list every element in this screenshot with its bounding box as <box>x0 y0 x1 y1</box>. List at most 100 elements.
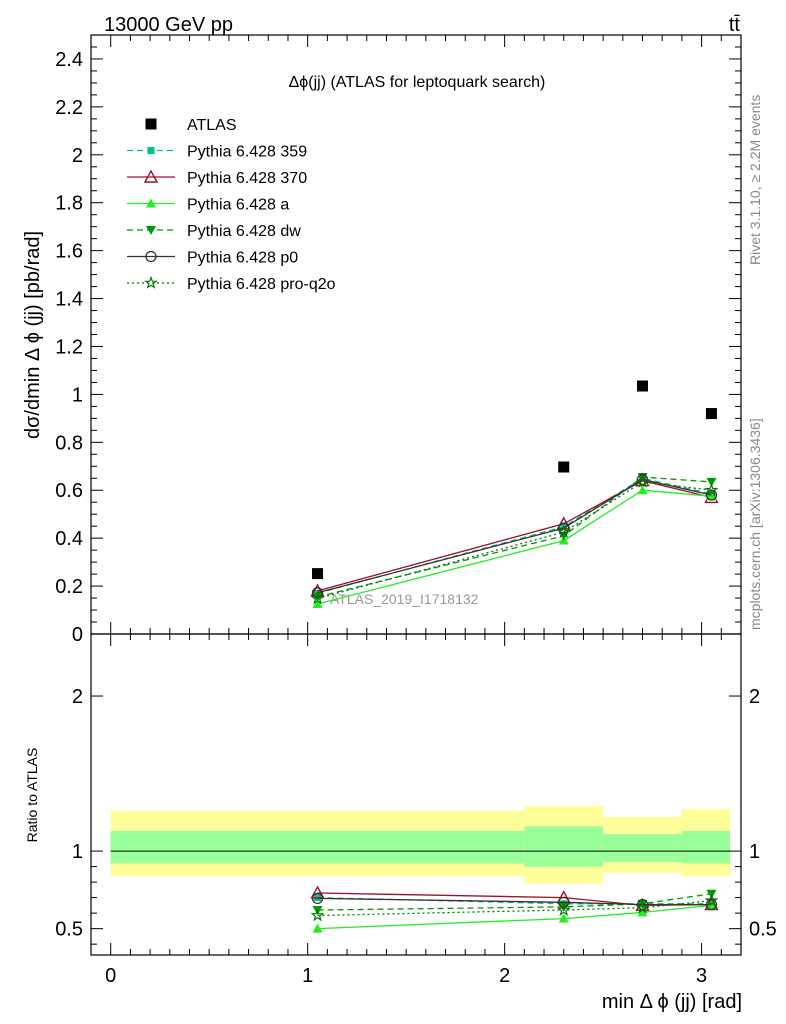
main-axes: 0 0.2 0.4 0.6 0.8 1 1.2 1.4 1.6 1.8 2 2.2 2.4 <box>55 34 742 646</box>
data-point <box>705 408 717 420</box>
series-4 <box>311 892 718 911</box>
legend-item-6: Pythia 6.428 pro-q2o <box>127 275 336 293</box>
legend-marker <box>145 250 157 263</box>
main-ytick-label: 0.2 <box>55 576 83 598</box>
data-point <box>311 587 324 599</box>
data-point <box>635 900 650 914</box>
series-5 <box>310 893 719 922</box>
series-0 <box>312 380 717 580</box>
data-point <box>312 568 324 580</box>
legend-label: Pythia 6.428 p0 <box>187 250 298 267</box>
ratio-frame <box>90 633 742 956</box>
band-green-0 <box>110 830 525 864</box>
rivet-label: Rivet 3.1.10, ≥ 2.2M events <box>747 95 763 265</box>
ratio-xtick-label: 2 <box>499 965 510 987</box>
data-point <box>637 380 649 392</box>
legend-label: Pythia 6.428 a <box>187 197 289 214</box>
ratio-xtick-label: 1 <box>302 965 313 987</box>
data-point <box>556 902 571 916</box>
main-ytick-label: 1.2 <box>55 336 83 358</box>
main-ytick-label: 0 <box>72 624 83 646</box>
ratio-ytick-label: 0.5 <box>55 919 83 941</box>
legend-marker <box>143 169 159 183</box>
main-ytick-label: 0.6 <box>55 480 83 502</box>
series-line <box>317 897 712 906</box>
data-point <box>558 896 570 908</box>
data-point <box>310 591 325 605</box>
data-point <box>558 522 570 534</box>
legend-marker <box>147 147 155 154</box>
series-line <box>317 478 712 594</box>
ratio-bands <box>110 806 730 884</box>
main-ytick-label: 1.8 <box>55 193 83 215</box>
main-ytick-label: 0.8 <box>55 432 83 454</box>
band-green-2 <box>603 834 682 862</box>
data-point <box>556 516 571 530</box>
data-point <box>310 908 325 922</box>
series-2 <box>312 900 717 933</box>
data-point <box>311 892 324 905</box>
data-point <box>558 461 570 473</box>
data-point <box>705 898 718 911</box>
main-ylabel: dσ/dmin Δ ϕ (jj) [pb/rad] <box>22 231 44 439</box>
data-point <box>558 913 569 923</box>
main-ytick-label: 2.2 <box>55 97 83 119</box>
ratio-series <box>310 885 719 933</box>
series-6 <box>310 474 719 605</box>
legend-marker <box>146 198 156 208</box>
main-ytick-label: 2 <box>72 145 83 167</box>
legend-marker <box>145 118 157 130</box>
energy-label: 13000 GeV pp <box>104 14 233 36</box>
series-3 <box>312 485 717 609</box>
band-green-1 <box>524 826 604 867</box>
ratio-panel: 0 1 2 3 0.5 0.5 1 1 2 2 Ratio to ATLAS min Δ ϕ (j… <box>24 633 777 1013</box>
legend-label: Pythia 6.428 dw <box>187 223 301 240</box>
ratio-xlabel: min Δ ϕ (jj) [rad] <box>602 991 742 1013</box>
ratio-ylabel: Ratio to ATLAS <box>24 748 40 843</box>
main-series <box>310 380 719 609</box>
main-ytick-label: 0.4 <box>55 528 83 550</box>
data-point <box>635 474 650 488</box>
series-line <box>317 489 712 605</box>
data-point <box>706 477 717 487</box>
data-point <box>556 524 571 539</box>
main-ytick-label: 1.4 <box>55 289 83 311</box>
series-line <box>317 900 712 917</box>
series-5 <box>311 473 718 599</box>
legend-item-4: Pythia 6.428 dw <box>127 223 301 240</box>
series-line <box>317 893 712 911</box>
series-line <box>317 476 712 598</box>
series-line <box>317 904 712 930</box>
series-2 <box>310 473 719 597</box>
data-point <box>312 923 323 933</box>
main-panel: 0 0.2 0.4 0.6 0.8 1 1.2 1.4 1.6 1.8 2 2.2 2.4 Δϕ(jj)… <box>22 34 742 646</box>
ratio-ytick-label-right: 2 <box>749 686 760 708</box>
ratio-ytick-label: 2 <box>72 686 83 708</box>
data-point <box>706 491 717 501</box>
legend-item-1: Pythia 6.428 359 <box>127 144 307 161</box>
legend-item-5: Pythia 6.428 p0 <box>127 250 298 267</box>
ratio-xtick-label: 0 <box>105 965 116 987</box>
band-green-3 <box>681 830 730 864</box>
series-line <box>317 481 712 600</box>
legend-label: Pythia 6.428 370 <box>187 170 307 187</box>
process-label: tt̄ <box>729 14 741 36</box>
data-point <box>312 599 323 609</box>
data-point <box>704 482 719 497</box>
data-point <box>705 489 718 501</box>
ratio-ytick-label-right: 0.5 <box>749 919 777 941</box>
legend-item-0: ATLAS <box>145 117 237 134</box>
series-line <box>317 477 712 594</box>
data-point <box>637 907 648 917</box>
ratio-ytick-label: 1 <box>72 841 83 863</box>
main-title: Δϕ(jj) (ATLAS for leptoquark search) <box>289 74 546 91</box>
legend-label: ATLAS <box>187 117 237 134</box>
legend-marker <box>144 275 158 289</box>
main-ytick-label: 2.4 <box>55 49 83 71</box>
data-point <box>704 893 719 907</box>
data-point <box>637 485 648 495</box>
ratio-xtick-label: 3 <box>696 965 707 987</box>
legend-label: Pythia 6.428 pro-q2o <box>187 276 336 293</box>
series-line <box>317 480 712 592</box>
mcplots-label: mcplots.cern.ch [arXiv:1306.3436] <box>747 418 763 630</box>
